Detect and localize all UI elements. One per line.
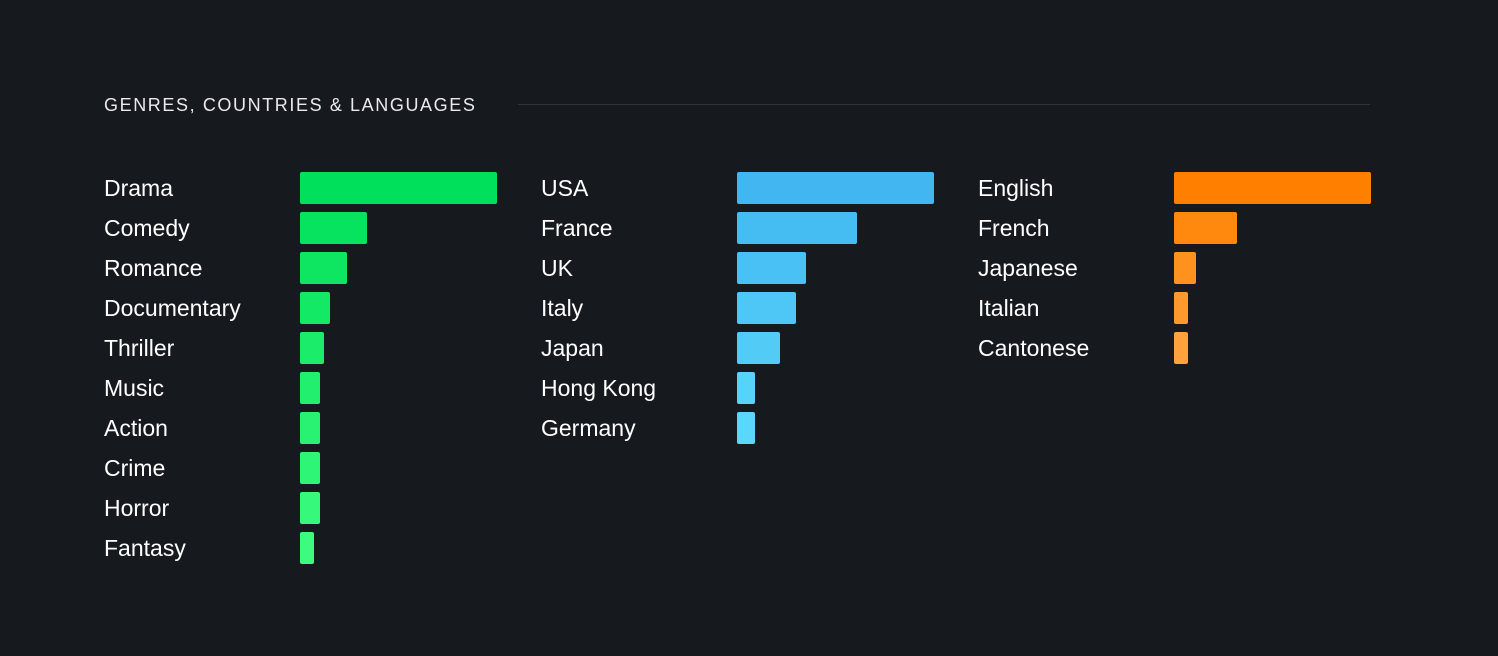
bar	[300, 372, 320, 404]
bar-track	[300, 212, 497, 244]
bar-track	[300, 172, 497, 204]
bar-label: UK	[541, 255, 573, 281]
bar-track	[300, 252, 497, 284]
bar-track	[737, 252, 934, 284]
bar	[737, 292, 797, 324]
bar	[300, 212, 367, 244]
bar	[300, 172, 497, 204]
bar-row: Crime	[104, 451, 497, 491]
bar-row: Music	[104, 371, 497, 411]
bar-track	[737, 412, 934, 444]
bar-label: Hong Kong	[541, 375, 657, 401]
bar-row: Italian	[978, 291, 1371, 331]
bar-track	[300, 372, 497, 404]
bar-label: Romance	[104, 255, 203, 281]
bar-track	[300, 292, 497, 324]
bar	[1174, 212, 1238, 244]
bar-track	[1174, 172, 1371, 204]
bar-row: Romance	[104, 251, 497, 291]
bar-label: Music	[104, 375, 165, 401]
bar	[1174, 172, 1371, 204]
bar-row: Cantonese	[978, 331, 1371, 371]
bar-track	[737, 292, 934, 324]
languages-bar-chart: English French Japanese Italian Cantonese	[978, 171, 1371, 371]
bar-label: French	[978, 215, 1050, 241]
bar-row: Japanese	[978, 251, 1371, 291]
bar-row: French	[978, 211, 1371, 251]
bar	[737, 252, 806, 284]
bar-row: Japan	[541, 331, 934, 371]
bar-row: Comedy	[104, 211, 497, 251]
bar-row: Action	[104, 411, 497, 451]
bar-track	[737, 212, 934, 244]
bar-track	[1174, 252, 1371, 284]
bar	[737, 212, 858, 244]
bar-track	[737, 332, 934, 364]
bar	[737, 372, 755, 404]
bar	[300, 452, 320, 484]
bar-label: Cantonese	[978, 335, 1090, 361]
bar	[737, 332, 781, 364]
bar	[300, 412, 320, 444]
bar-track	[300, 452, 497, 484]
bar-row: Germany	[541, 411, 934, 451]
bar-row: France	[541, 211, 934, 251]
section-divider	[518, 104, 1370, 105]
bar-label: Thriller	[104, 335, 175, 361]
bar-label: Crime	[104, 455, 166, 481]
bar-track	[1174, 332, 1371, 364]
bar-label: Fantasy	[104, 535, 186, 561]
bar-row: Fantasy	[104, 531, 497, 571]
bar	[737, 412, 755, 444]
bar-label: Japanese	[978, 255, 1078, 281]
bar-label: Italy	[541, 295, 584, 321]
bar	[1174, 292, 1188, 324]
bar-track	[737, 172, 934, 204]
bar-label: Documentary	[104, 295, 241, 321]
bar-label: English	[978, 175, 1054, 201]
bar	[300, 332, 324, 364]
bar-label: Action	[104, 415, 168, 441]
bar-label: Comedy	[104, 215, 190, 241]
section-header: GENRES, COUNTRIES & LANGUAGES	[104, 92, 1370, 118]
genres-bar-chart: Drama Comedy Romance Documentary Thriller Mus…	[104, 171, 497, 571]
bar	[1174, 252, 1196, 284]
bar-row: Documentary	[104, 291, 497, 331]
bar-track	[300, 332, 497, 364]
bar-label: Drama	[104, 175, 174, 201]
bar-track	[300, 412, 497, 444]
bar	[300, 252, 348, 284]
countries-bar-chart: USA France UK Italy Japan Hong Kong Germany	[541, 171, 934, 451]
bar-track	[300, 532, 497, 564]
section-title: GENRES, COUNTRIES & LANGUAGES	[104, 95, 477, 115]
bar	[1174, 332, 1188, 364]
bar-row: UK	[541, 251, 934, 291]
bar-track	[1174, 292, 1371, 324]
bar-row: Horror	[104, 491, 497, 531]
bar-row: USA	[541, 171, 934, 211]
bar-label: USA	[541, 175, 589, 201]
bar-label: Horror	[104, 495, 170, 521]
bar	[300, 292, 330, 324]
bar-row: English	[978, 171, 1371, 211]
bar-track	[1174, 212, 1371, 244]
bar-label: Italian	[978, 295, 1040, 321]
bar-track	[737, 372, 934, 404]
bar-label: Germany	[541, 415, 636, 441]
bar	[300, 532, 314, 564]
bar	[737, 172, 934, 204]
bar-row: Drama	[104, 171, 497, 211]
bar-track	[300, 492, 497, 524]
bar	[300, 492, 320, 524]
bar-row: Italy	[541, 291, 934, 331]
bar-label: Japan	[541, 335, 604, 361]
bar-row: Thriller	[104, 331, 497, 371]
bar-label: France	[541, 215, 613, 241]
bar-row: Hong Kong	[541, 371, 934, 411]
